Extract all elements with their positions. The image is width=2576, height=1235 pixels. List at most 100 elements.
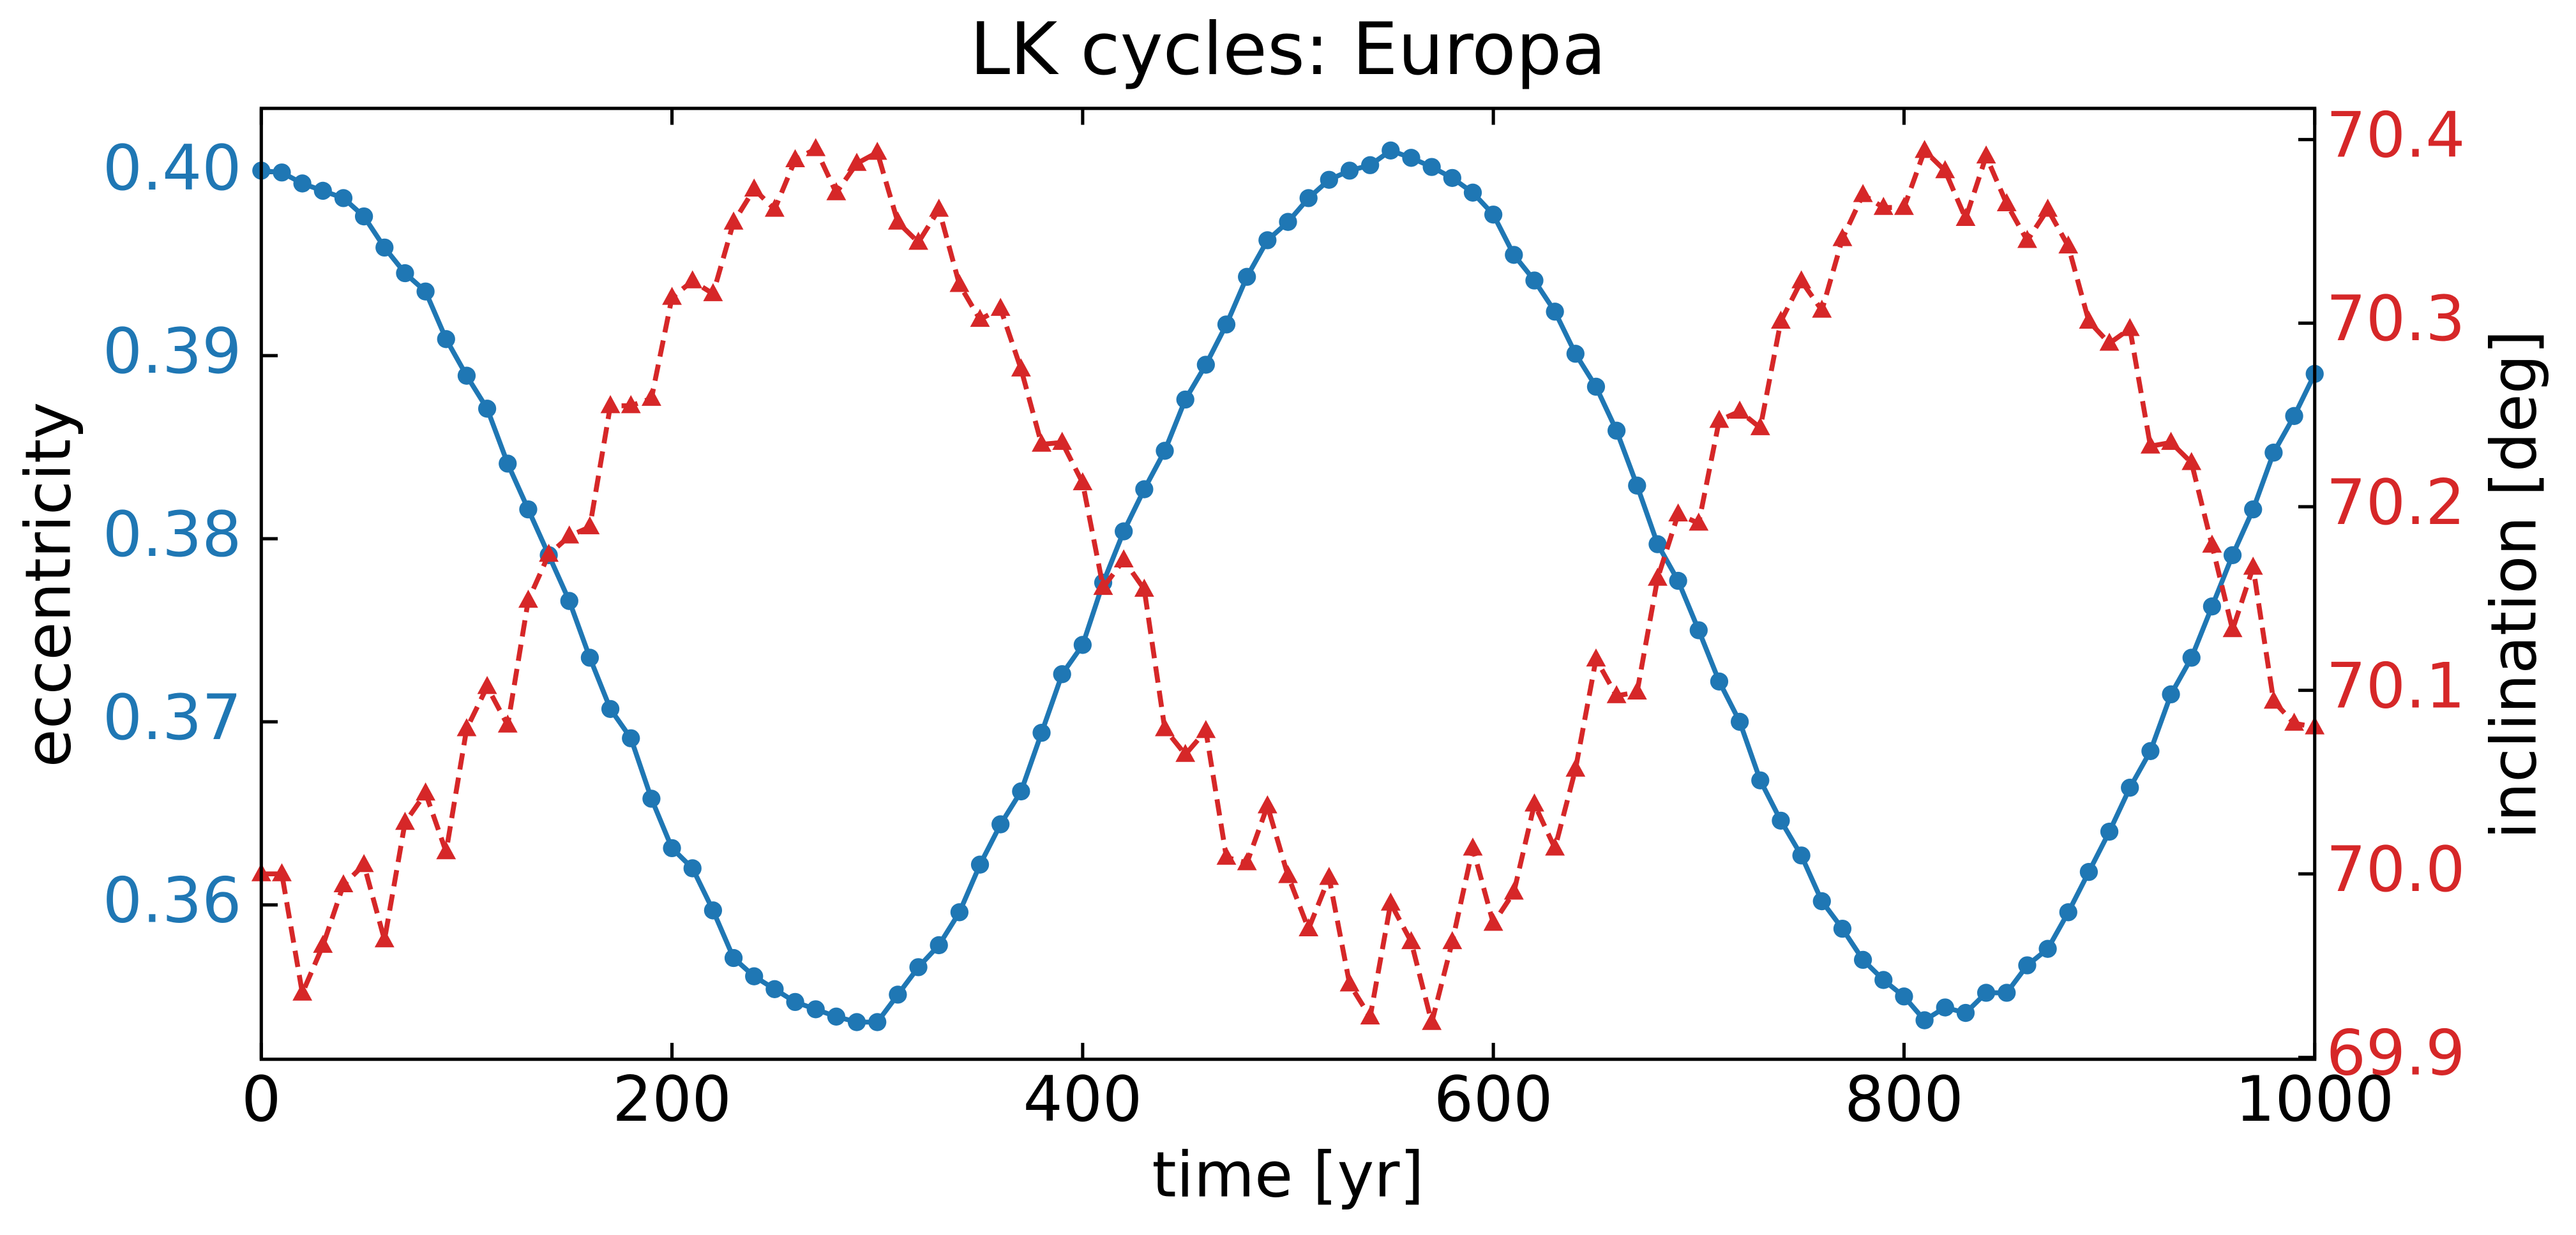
y-tick-label: 0.37 (103, 682, 242, 754)
marker (1115, 522, 1133, 541)
marker (600, 395, 621, 414)
marker (1422, 1012, 1442, 1030)
y-axis-label: eccentricity (12, 402, 85, 768)
marker (2140, 435, 2160, 454)
marker (1772, 811, 1790, 830)
marker (374, 929, 395, 948)
marker (909, 958, 928, 977)
x-axis-label: time [yr] (1152, 1139, 1424, 1211)
marker (1196, 356, 1215, 374)
marker (1956, 1003, 1975, 1022)
marker (2079, 310, 2099, 329)
marker (1238, 267, 1256, 286)
marker (2182, 648, 2201, 667)
marker (2243, 557, 2263, 575)
marker (2018, 956, 2037, 975)
marker (1689, 621, 1708, 640)
marker (950, 903, 969, 922)
marker (375, 238, 394, 257)
marker (2264, 444, 2283, 462)
marker (786, 992, 804, 1012)
marker (2121, 779, 2139, 797)
marker (1299, 189, 1318, 207)
x-tick-label: 400 (1023, 1063, 1143, 1136)
x-tick-label: 0 (241, 1063, 281, 1136)
marker (908, 232, 928, 250)
marker (970, 308, 990, 327)
marker (1155, 718, 1175, 737)
marker (1955, 207, 1976, 226)
marker (497, 714, 518, 733)
marker (2099, 333, 2120, 351)
marker (1279, 213, 1297, 231)
marker (1134, 578, 1154, 597)
marker (313, 934, 333, 953)
marker (2223, 546, 2242, 565)
marker (1648, 535, 1667, 553)
marker (436, 841, 456, 860)
marker (333, 874, 354, 893)
marker (1093, 576, 1113, 595)
marker (1401, 931, 1421, 950)
marker (2263, 691, 2284, 709)
marker (1935, 160, 1955, 179)
marker (621, 395, 641, 414)
marker (2017, 230, 2037, 248)
y2-tick-label: 70.1 (2326, 650, 2466, 722)
marker (2038, 939, 2057, 958)
marker (1113, 549, 1134, 567)
marker (1771, 310, 1791, 329)
marker (1380, 892, 1401, 911)
marker (1750, 417, 1770, 435)
x-tick-label: 600 (1434, 1063, 1553, 1136)
marker (1484, 206, 1503, 224)
marker (1873, 197, 1894, 215)
marker (272, 863, 292, 881)
marker (2038, 198, 2058, 217)
marker (1196, 720, 1216, 738)
marker (1176, 390, 1194, 409)
marker (1156, 442, 1174, 460)
marker (1135, 480, 1154, 498)
marker (1730, 712, 1749, 731)
marker (868, 1013, 887, 1031)
y2-tick-label: 70.2 (2326, 467, 2466, 539)
marker (1257, 795, 1277, 814)
marker (1360, 1006, 1380, 1025)
marker (949, 274, 970, 292)
marker (1319, 867, 1339, 885)
marker (313, 181, 332, 200)
marker (1320, 170, 1338, 189)
marker (2284, 712, 2304, 731)
marker (1053, 665, 1071, 684)
marker (1011, 358, 1031, 377)
marker (1073, 472, 1093, 491)
marker (991, 815, 1010, 834)
chart-title: LK cycles: Europa (970, 7, 1606, 91)
marker (1525, 793, 1544, 812)
marker (704, 901, 723, 920)
marker (662, 287, 682, 305)
marker (1175, 744, 1196, 762)
marker (2202, 534, 2222, 553)
marker (580, 648, 599, 667)
marker (889, 985, 907, 1004)
marker (1710, 672, 1729, 691)
marker (1998, 984, 2016, 1002)
marker (1586, 648, 1606, 667)
marker (1483, 913, 1503, 931)
marker (1339, 973, 1360, 992)
marker (764, 198, 785, 217)
marker (1812, 892, 1831, 911)
marker (1915, 1011, 1934, 1029)
marker (1503, 881, 1524, 900)
marker (437, 330, 455, 348)
marker (1442, 931, 1463, 950)
y2-tick-label: 69.9 (2326, 1017, 2466, 1090)
marker (1299, 918, 1319, 937)
marker (1565, 758, 1586, 777)
marker (1258, 231, 1277, 250)
marker (477, 676, 497, 694)
marker (416, 782, 436, 801)
y2-tick-label: 70.4 (2326, 100, 2466, 172)
